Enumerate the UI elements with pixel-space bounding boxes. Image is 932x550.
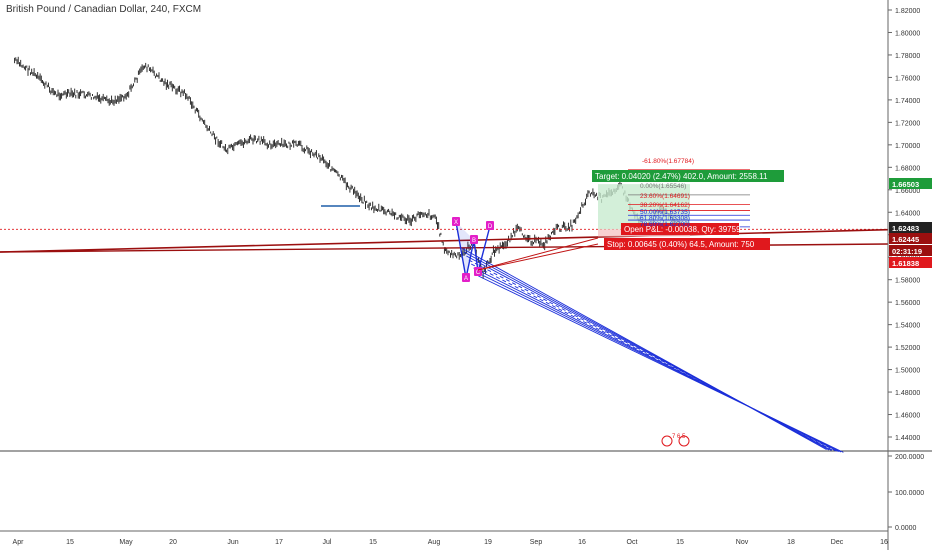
price-axis-label-bg: [889, 245, 932, 256]
time-tick-label: Aug: [428, 539, 441, 546]
price-tick-label: 1.66000: [895, 188, 920, 195]
stop-box-text: Stop: 0.00645 (0.40%) 64.5, Amount: 750: [607, 240, 755, 249]
price-axis-label-bg: [889, 178, 932, 189]
pattern-point-marker: [470, 235, 478, 244]
price-tick-label: 1.80000: [895, 30, 920, 37]
pattern-point-label: B: [472, 238, 476, 244]
fib-level-label: 23.60%(1.64691): [640, 193, 690, 200]
time-tick-label: Sep: [530, 539, 543, 546]
stop-box: [604, 238, 770, 250]
stamp-circle: [678, 435, 690, 447]
pnl-box-text: Open P&L: -0.00038, Qty: 39759: [624, 225, 741, 234]
price-tick-label: 1.64000: [895, 210, 920, 217]
time-tick-label: 18: [787, 539, 795, 546]
price-tick-label: 1.82000: [895, 8, 920, 15]
channel-line: [466, 255, 832, 451]
price-axis-label-bg: [889, 233, 932, 244]
target-box: [592, 170, 784, 182]
price-axis-label: 1.62483: [892, 224, 919, 233]
target-box-text: Target: 0.04020 (2.47%) 402.0, Amount: 2…: [595, 172, 768, 181]
pattern-point-marker: [486, 221, 494, 230]
fib-level-label: 38.20%(1.64162): [640, 202, 690, 209]
stamp-circle: [661, 435, 673, 447]
time-axis: Apr 15 May 20 Jun 17 Jul 15 Aug 19 Sep 16 Oct 15 Nov 18…: [0, 530, 888, 546]
time-tick-label: Dec: [831, 539, 844, 546]
price-axis-label-bg: [889, 257, 932, 268]
pattern-point-marker: [452, 217, 460, 226]
time-tick-label: 20: [169, 539, 177, 546]
price-axis-label: 1.66503: [892, 180, 919, 189]
channel-line: [478, 275, 844, 453]
price-series: [14, 56, 681, 279]
price-tick-label: 1.70000: [895, 143, 920, 150]
trend-line: [0, 228, 889, 253]
time-tick-label: 17: [275, 539, 283, 546]
price-axis-label-bg: [889, 222, 932, 233]
chart-title: British Pound / Canadian Dollar, 240, FX…: [6, 4, 202, 15]
price-tick-label: 1.46000: [895, 413, 920, 420]
pattern-point-label: D: [488, 224, 493, 230]
pattern-point-label: A: [464, 276, 468, 282]
price-axis-label: 1.61838: [892, 259, 919, 268]
time-tick-label: 15: [66, 539, 74, 546]
price-tick-label: 1.78000: [895, 53, 920, 60]
price-tick-label: 1.50000: [895, 368, 920, 375]
time-tick-label: Jul: [323, 539, 332, 546]
pattern-point-label: C: [476, 270, 481, 276]
volume-tick-label: 100.0000: [895, 490, 924, 497]
fib-level-label: 0.00%(1.65546): [640, 183, 686, 190]
pattern-point-label: X: [454, 220, 458, 226]
fib-level-label: 78.60%(1.62700): [640, 221, 690, 228]
time-tick-label: Nov: [736, 539, 749, 546]
pattern-fill: [456, 222, 474, 278]
pitchfork-channel: [461, 247, 844, 453]
price-tick-label: 1.74000: [895, 98, 920, 105]
price-tick-label: 1.76000: [895, 75, 920, 82]
price-axis-label: 1.62445: [892, 235, 919, 244]
time-tick-label: May: [119, 539, 133, 546]
time-tick-label: Apr: [13, 539, 25, 546]
price-tick-label: 1.68000: [895, 165, 920, 172]
price-tick-label: 1.58000: [895, 278, 920, 285]
stamp-text: 7 6 5: [672, 434, 686, 440]
drawings: X A B C D: [0, 169, 889, 282]
fib-level-label: 50.00%(1.63735): [640, 209, 690, 216]
volume-tick-label: 200.0000: [895, 454, 924, 461]
price-tick-label: 1.48000: [895, 390, 920, 397]
fib-level-label: 61.80%(1.63308): [640, 215, 690, 222]
time-tick-label: 15: [676, 539, 684, 546]
position-line-2: [477, 243, 599, 271]
channel-line: [470, 263, 837, 452]
fib-level-label: -61.80%(1.67784): [642, 158, 694, 165]
target-zone: [598, 184, 690, 230]
price-axis-label: 02:31:19: [892, 247, 922, 256]
annotation-labels: Target: 0.04020 (2.47%) 402.0, Amount: 2…: [592, 158, 932, 447]
time-tick-label: 16: [880, 539, 888, 546]
time-tick-label: 19: [484, 539, 492, 546]
pattern-point-marker: [462, 273, 470, 282]
price-tick-label: 1.56000: [895, 300, 920, 307]
time-tick-label: Oct: [627, 539, 638, 546]
price-tick-label: 1.72000: [895, 120, 920, 127]
time-tick-label: 15: [369, 539, 377, 546]
time-tick-label: Jun: [227, 539, 238, 546]
position-line: [477, 237, 599, 271]
price-tick-label: 1.54000: [895, 323, 920, 330]
price-tick-label: 1.44000: [895, 435, 920, 442]
volume-tick-label: 0.0000: [895, 525, 917, 532]
time-tick-label: 16: [578, 539, 586, 546]
price-axis: 1.82000 1.80000 1.78000 1.76000 1.74000 1.720…: [887, 0, 924, 550]
price-tick-label: 1.52000: [895, 345, 920, 352]
pnl-box: [621, 223, 739, 235]
